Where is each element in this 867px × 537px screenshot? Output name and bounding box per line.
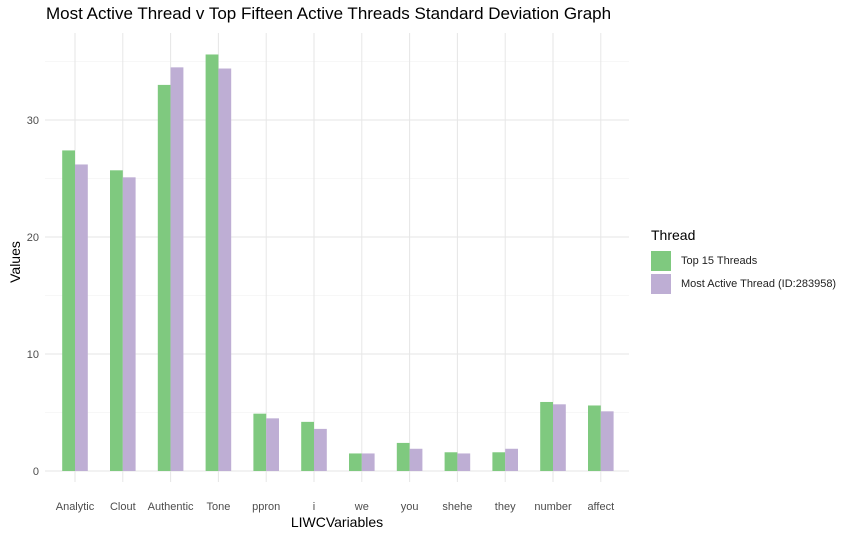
bar-ppron-series-2 — [266, 418, 279, 471]
legend-item-top-15: Top 15 Threads — [651, 249, 836, 272]
legend-label: Most Active Thread (ID:283958) — [681, 277, 837, 290]
x-axis-ticks: Analytic Clout Authentic Tone ppron i we you she… — [56, 501, 614, 513]
y-tick-label: 0 — [33, 466, 39, 478]
legend-title: Thread — [651, 227, 696, 243]
x-tick-label: shehe — [442, 501, 472, 513]
bar-you-series-2 — [409, 448, 423, 471]
bar-they-series-2 — [505, 448, 518, 471]
legend-swatch — [651, 250, 671, 271]
bar-tone-series-2 — [218, 68, 232, 472]
bar-shehe-series-2 — [457, 453, 471, 471]
bar-we-series-2 — [361, 453, 375, 471]
bar-i-series-2 — [314, 428, 327, 471]
x-tick-label: Clout — [110, 501, 136, 513]
bar-number-series-1 — [540, 401, 553, 471]
x-tick-label: affect — [587, 501, 614, 513]
bar-clout-series-2 — [122, 177, 136, 471]
bar-clout-series-1 — [110, 170, 123, 471]
y-tick-label: 10 — [27, 349, 39, 361]
x-tick-label: they — [495, 501, 516, 513]
x-tick-label: Tone — [206, 501, 230, 513]
y-axis-label: Values — [7, 241, 23, 283]
x-axis-label: LIWCVariables — [291, 514, 383, 530]
legend-swatch — [651, 273, 671, 294]
bar-shehe-series-1 — [444, 452, 458, 471]
bar-they-series-1 — [492, 452, 506, 471]
y-axis-ticks: 0 10 20 30 — [27, 115, 39, 478]
legend-item-most-active: Most Active Thread (ID:283958) — [651, 272, 836, 295]
bar-ppron-series-1 — [253, 413, 267, 471]
x-tick-label: Analytic — [56, 501, 95, 513]
bar-analytic-series-1 — [62, 150, 75, 472]
bar-authentic-series-2 — [170, 67, 184, 471]
x-tick-label: Authentic — [148, 501, 194, 513]
chart-title: Most Active Thread v Top Fifteen Active … — [46, 4, 612, 23]
y-tick-label: 20 — [27, 232, 39, 244]
bar-analytic-series-2 — [75, 164, 88, 471]
bar-authentic-series-1 — [157, 84, 171, 472]
bar-affect-series-2 — [600, 411, 614, 471]
bar-you-series-1 — [396, 442, 410, 471]
x-tick-label: number — [534, 501, 572, 513]
legend: Thread Top 15 Threads Most Active Thread… — [651, 227, 836, 295]
y-tick-label: 30 — [27, 115, 39, 127]
bar-tone-series-1 — [205, 54, 219, 471]
x-tick-label: i — [313, 501, 315, 513]
x-tick-label: you — [401, 501, 419, 513]
bar-number-series-2 — [553, 404, 566, 471]
bar-i-series-1 — [301, 421, 314, 471]
x-tick-label: we — [354, 501, 369, 513]
bars — [62, 54, 614, 472]
legend-label: Top 15 Threads — [681, 254, 758, 267]
bar-affect-series-1 — [588, 405, 601, 471]
x-tick-label: ppron — [252, 501, 280, 513]
bar-we-series-1 — [349, 453, 362, 471]
